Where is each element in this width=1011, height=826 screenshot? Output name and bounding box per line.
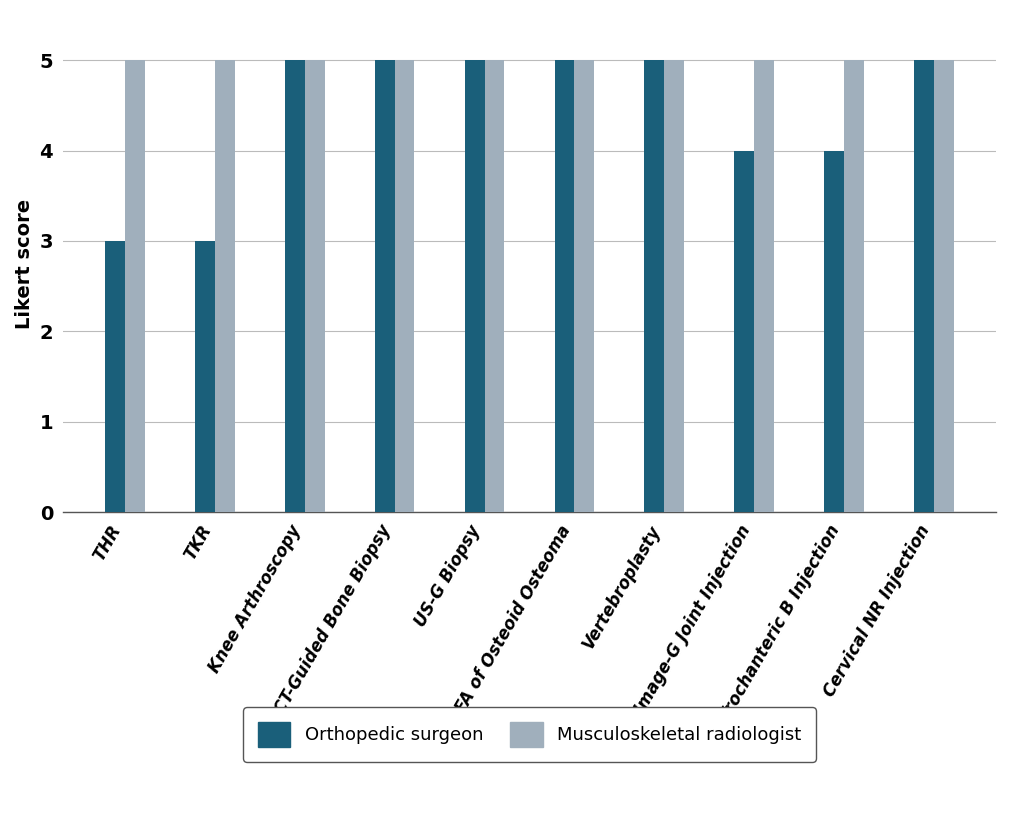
X-axis label: Procedure: Procedure: [473, 733, 586, 752]
Bar: [484, 60, 504, 512]
Bar: [375, 60, 394, 512]
Bar: [664, 60, 684, 512]
Bar: [934, 60, 953, 512]
Bar: [824, 150, 844, 512]
Bar: [844, 60, 863, 512]
Bar: [195, 241, 215, 512]
Bar: [394, 60, 415, 512]
Bar: [285, 60, 304, 512]
Bar: [215, 60, 235, 512]
Bar: [125, 60, 145, 512]
Bar: [555, 60, 574, 512]
Y-axis label: Likert score: Likert score: [15, 198, 34, 329]
Bar: [105, 241, 125, 512]
Legend: Orthopedic surgeon, Musculoskeletal radiologist: Orthopedic surgeon, Musculoskeletal radi…: [244, 707, 816, 762]
Bar: [754, 60, 773, 512]
Bar: [574, 60, 594, 512]
Bar: [734, 150, 754, 512]
Bar: [644, 60, 664, 512]
Bar: [914, 60, 934, 512]
Bar: [465, 60, 484, 512]
Bar: [304, 60, 325, 512]
